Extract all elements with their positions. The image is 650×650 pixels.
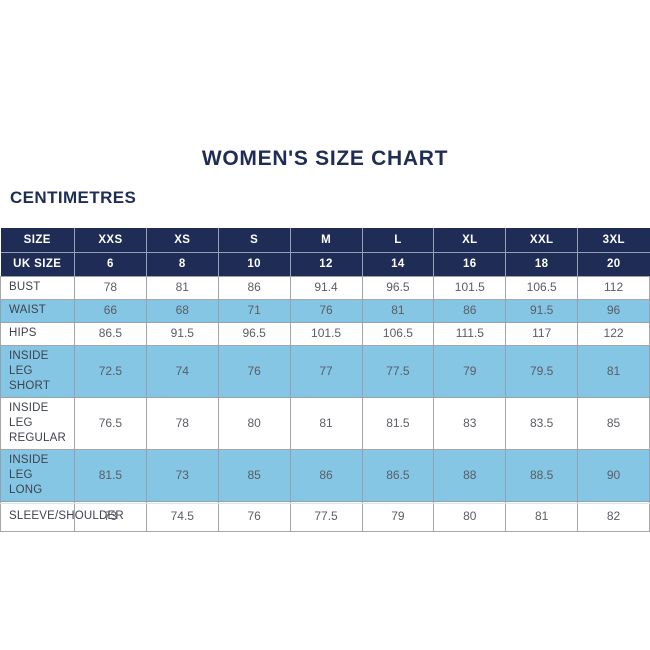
- measurement-value: 73: [145, 448, 219, 502]
- measurement-label: BUST: [0, 275, 75, 300]
- table-row: INSIDE LEG REGULAR 76.5 78 80 81 81.5 83 83.5 85: [0, 396, 650, 450]
- measurement-value: 88.5: [505, 448, 579, 502]
- measurement-value: 86.5: [361, 448, 435, 502]
- measurement-value: 81: [577, 344, 650, 398]
- measurement-value: 71: [217, 298, 291, 323]
- measurement-value: 111.5: [433, 321, 507, 346]
- measurement-value: 80: [217, 396, 291, 450]
- measurement-value: 77.5: [361, 344, 435, 398]
- measurement-value: 81: [505, 500, 579, 532]
- measurement-value: 101.5: [289, 321, 363, 346]
- measurement-value: 77: [289, 344, 363, 398]
- uk-size-row: UK SIZE 6 8 10 12 14 16 18 20: [0, 251, 650, 277]
- size-cell: 6: [74, 251, 147, 277]
- size-header-row: SIZE XXS XS S M L XL XXL 3XL: [0, 228, 650, 253]
- size-cell: 10: [217, 251, 291, 277]
- measurement-label: SLEEVE/SHOULDER: [0, 500, 124, 532]
- table-head: SIZE XXS XS S M L XL XXL 3XL UK SIZE 6 8 10 12 14 16 18 2…: [0, 228, 650, 277]
- measurement-value: 83.5: [505, 396, 579, 450]
- size-cell: 20: [577, 251, 650, 277]
- measurement-value: 90: [577, 448, 650, 502]
- measurement-value: 86: [217, 275, 291, 300]
- measurement-value: 74.5: [145, 500, 219, 532]
- size-cell: 3XL: [577, 228, 650, 253]
- header-label-cell: SIZE: [0, 228, 75, 253]
- measurement-value: 117: [505, 321, 579, 346]
- table-body: BUST 78 81 86 91.4 96.5 101.5 106.5 112 WAIST 66 68…: [0, 275, 650, 532]
- measurement-value: 91.5: [145, 321, 219, 346]
- size-cell: 12: [289, 251, 363, 277]
- size-cell: 14: [361, 251, 435, 277]
- size-cell: M: [289, 228, 363, 253]
- size-cell: 16: [433, 251, 507, 277]
- measurement-value: 96: [577, 298, 650, 323]
- measurement-value: 81: [361, 298, 435, 323]
- table-row: INSIDE LEG LONG 81.5 73 85 86 86.5 88 88.5 90: [0, 448, 650, 502]
- page-title: WOMEN'S SIZE CHART: [201, 147, 449, 170]
- table-row: INSIDE LEG SHORT 72.5 74 76 77 77.5 79 79.5 81: [0, 344, 650, 398]
- measurement-value: 76: [217, 344, 291, 398]
- size-cell: L: [361, 228, 435, 253]
- measurement-value: 78: [74, 275, 147, 300]
- measurement-value: 81.5: [361, 396, 435, 450]
- table-row: HIPS 86.5 91.5 96.5 101.5 106.5 111.5 117 122: [0, 321, 650, 346]
- measurement-value: 79: [433, 344, 507, 398]
- measurement-value: 96.5: [361, 275, 435, 300]
- measurement-value: 122: [577, 321, 650, 346]
- measurement-value: 101.5: [433, 275, 507, 300]
- size-cell: XXS: [74, 228, 147, 253]
- measurement-value: 106.5: [505, 275, 579, 300]
- measurement-label: WAIST: [0, 298, 75, 323]
- measurement-value: 76: [217, 500, 291, 532]
- measurement-value: 76: [289, 298, 363, 323]
- measurement-value: 76.5: [74, 396, 147, 450]
- size-cell: S: [217, 228, 291, 253]
- measurement-value: 68: [145, 298, 219, 323]
- measurement-value: 66: [74, 298, 147, 323]
- measurement-label: INSIDE LEG LONG: [0, 448, 75, 502]
- measurement-value: 80: [433, 500, 507, 532]
- measurement-label: HIPS: [0, 321, 75, 346]
- bottom-divider: [0, 503, 650, 504]
- size-cell: 8: [145, 251, 219, 277]
- measurement-value: 81.5: [74, 448, 147, 502]
- measurement-value: 73: [74, 500, 147, 532]
- measurement-label: INSIDE LEG SHORT: [0, 344, 75, 398]
- measurement-value: 79: [361, 500, 435, 532]
- measurement-value: 79.5: [505, 344, 579, 398]
- measurement-value: 112: [577, 275, 650, 300]
- size-cell: XXL: [505, 228, 579, 253]
- measurement-value: 85: [217, 448, 291, 502]
- measurement-value: 81: [289, 396, 363, 450]
- header-label-cell: UK SIZE: [0, 251, 75, 277]
- table-row: SLEEVE/SHOULDER 73 74.5 76 77.5 79 80 81 82: [0, 500, 650, 532]
- measurement-value: 96.5: [217, 321, 291, 346]
- table-row: BUST 78 81 86 91.4 96.5 101.5 106.5 112: [0, 275, 650, 300]
- measurement-value: 106.5: [361, 321, 435, 346]
- measurement-value: 85: [577, 396, 650, 450]
- measurement-value: 88: [433, 448, 507, 502]
- size-cell: 18: [505, 251, 579, 277]
- measurement-value: 83: [433, 396, 507, 450]
- size-cell: XL: [433, 228, 507, 253]
- measurement-value: 74: [145, 344, 219, 398]
- size-cell: XS: [145, 228, 219, 253]
- measurement-value: 77.5: [289, 500, 363, 532]
- measurement-value: 81: [145, 275, 219, 300]
- measurement-value: 86: [289, 448, 363, 502]
- unit-label: CENTIMETRES: [10, 188, 137, 207]
- measurement-label: INSIDE LEG REGULAR: [0, 396, 75, 450]
- measurement-value: 82: [577, 500, 650, 532]
- size-chart-table: SIZE XXS XS S M L XL XXL 3XL UK SIZE 6 8 10 12 14 16 18 2…: [0, 228, 650, 532]
- measurement-value: 91.4: [289, 275, 363, 300]
- table-row: WAIST 66 68 71 76 81 86 91.5 96: [0, 298, 650, 323]
- measurement-value: 86: [433, 298, 507, 323]
- measurement-value: 86.5: [74, 321, 147, 346]
- measurement-value: 72.5: [74, 344, 147, 398]
- measurement-value: 91.5: [505, 298, 579, 323]
- measurement-value: 78: [145, 396, 219, 450]
